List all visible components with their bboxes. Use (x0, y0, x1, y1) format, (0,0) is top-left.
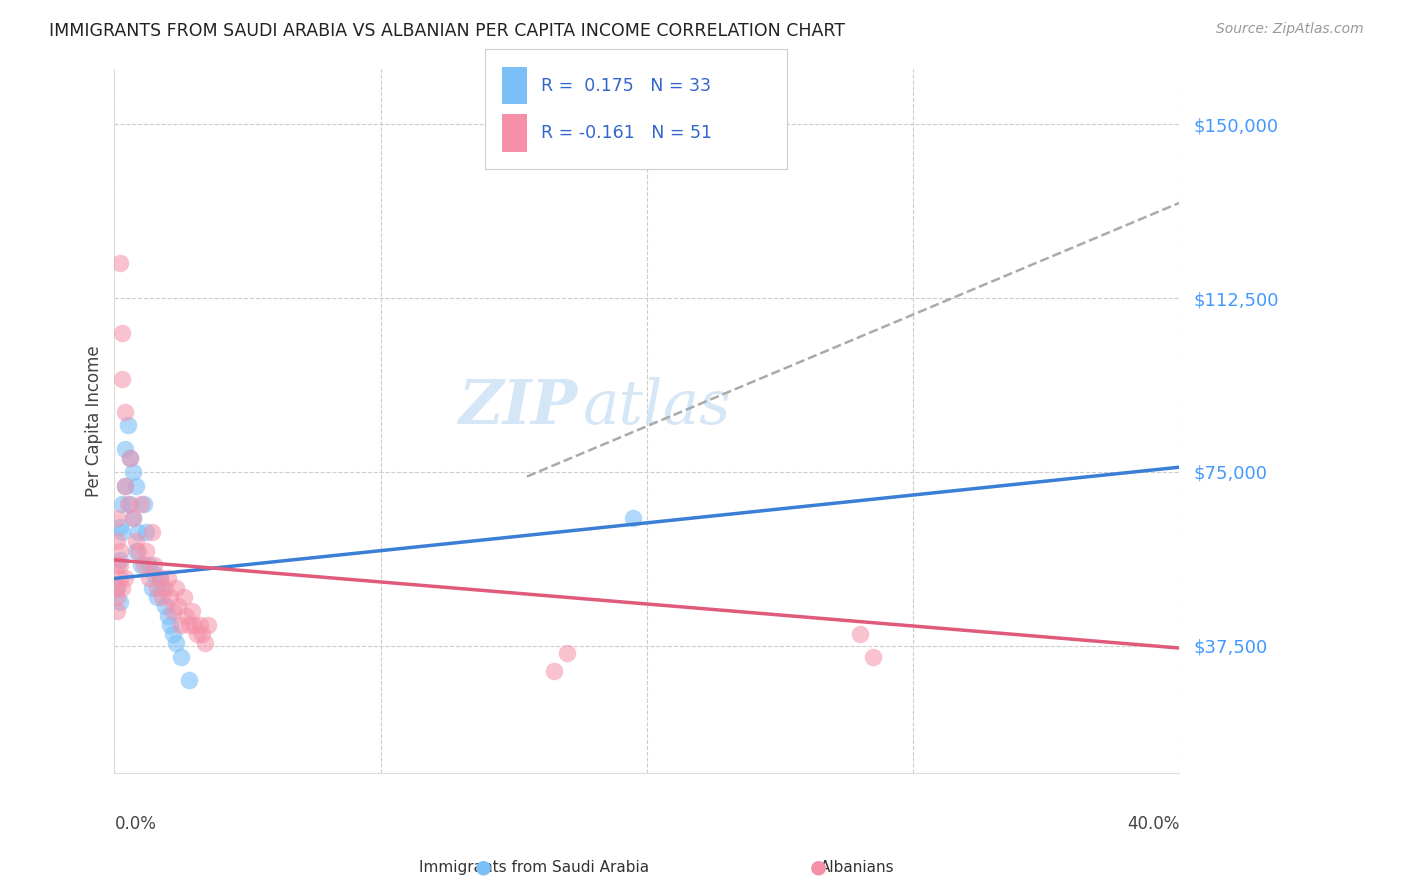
Point (143, 566, 166, 581)
Point (186, 627, 208, 641)
Point (146, 590, 169, 604)
Point (117, 418, 139, 433)
Text: Immigrants from Saudi Arabia: Immigrants from Saudi Arabia (419, 860, 650, 874)
Point (129, 558, 152, 572)
Point (125, 534, 148, 549)
Point (117, 497, 139, 511)
Point (108, 543, 131, 558)
Point (111, 525, 134, 540)
Point (108, 520, 131, 534)
Text: ●: ● (475, 857, 492, 877)
Point (122, 465, 145, 479)
Point (159, 617, 181, 632)
Point (862, 650, 884, 665)
Point (108, 553, 131, 567)
Text: ●: ● (810, 857, 827, 877)
Point (120, 497, 142, 511)
Point (153, 599, 176, 614)
Text: Source: ZipAtlas.com: Source: ZipAtlas.com (1216, 22, 1364, 37)
Point (848, 627, 870, 641)
Point (543, 664, 565, 678)
Point (153, 581, 176, 595)
Point (191, 627, 214, 641)
Point (125, 543, 148, 558)
Point (120, 450, 142, 465)
Point (111, 326, 134, 340)
Point (105, 558, 128, 572)
Point (127, 525, 149, 540)
Point (167, 599, 190, 614)
Point (122, 511, 145, 525)
Text: Albanians: Albanians (820, 860, 896, 874)
Point (105, 581, 128, 595)
Point (159, 590, 181, 604)
Point (138, 572, 160, 586)
Point (111, 581, 134, 595)
Point (135, 543, 157, 558)
Point (156, 608, 179, 623)
Point (138, 558, 160, 572)
Point (183, 617, 205, 632)
Text: R =  0.175   N = 33: R = 0.175 N = 33 (541, 77, 711, 95)
Point (120, 450, 142, 465)
Point (127, 543, 149, 558)
Point (114, 442, 136, 456)
Point (197, 617, 219, 632)
Point (165, 636, 187, 650)
Point (156, 572, 179, 586)
Point (135, 525, 157, 540)
Point (188, 617, 211, 632)
Point (108, 572, 131, 586)
Point (149, 572, 172, 586)
Point (174, 608, 197, 623)
Point (105, 511, 128, 525)
Point (149, 572, 172, 586)
Point (146, 581, 169, 595)
Point (141, 581, 163, 595)
Point (150, 581, 173, 595)
Point (141, 525, 163, 540)
Point (150, 590, 173, 604)
Text: IMMIGRANTS FROM SAUDI ARABIA VS ALBANIAN PER CAPITA INCOME CORRELATION CHART: IMMIGRANTS FROM SAUDI ARABIA VS ALBANIAN… (49, 22, 845, 40)
Point (111, 497, 134, 511)
Point (111, 372, 134, 386)
Point (114, 404, 136, 418)
Point (114, 572, 136, 586)
Point (143, 558, 166, 572)
Point (129, 497, 152, 511)
Y-axis label: Per Capita Income: Per Capita Income (86, 345, 103, 497)
Point (162, 627, 184, 641)
Point (108, 558, 131, 572)
Point (555, 646, 578, 660)
Point (122, 511, 145, 525)
Text: atlas: atlas (583, 376, 731, 437)
Point (114, 479, 136, 493)
Point (105, 581, 128, 595)
Point (125, 479, 148, 493)
Point (105, 590, 128, 604)
Point (162, 604, 184, 618)
Point (173, 590, 195, 604)
Point (623, 511, 645, 525)
Point (108, 595, 131, 609)
Point (105, 534, 128, 549)
Text: 0.0%: 0.0% (114, 815, 156, 833)
Point (132, 558, 155, 572)
Text: R = -0.161   N = 51: R = -0.161 N = 51 (541, 124, 713, 142)
Point (165, 581, 187, 595)
Point (177, 617, 200, 632)
Text: ZIP: ZIP (458, 376, 578, 437)
Point (114, 479, 136, 493)
Point (105, 604, 128, 618)
Text: 40.0%: 40.0% (1126, 815, 1180, 833)
Point (177, 673, 200, 688)
Point (170, 617, 193, 632)
Point (108, 256, 131, 270)
Point (194, 636, 217, 650)
Point (132, 497, 155, 511)
Point (170, 650, 193, 665)
Point (180, 604, 202, 618)
